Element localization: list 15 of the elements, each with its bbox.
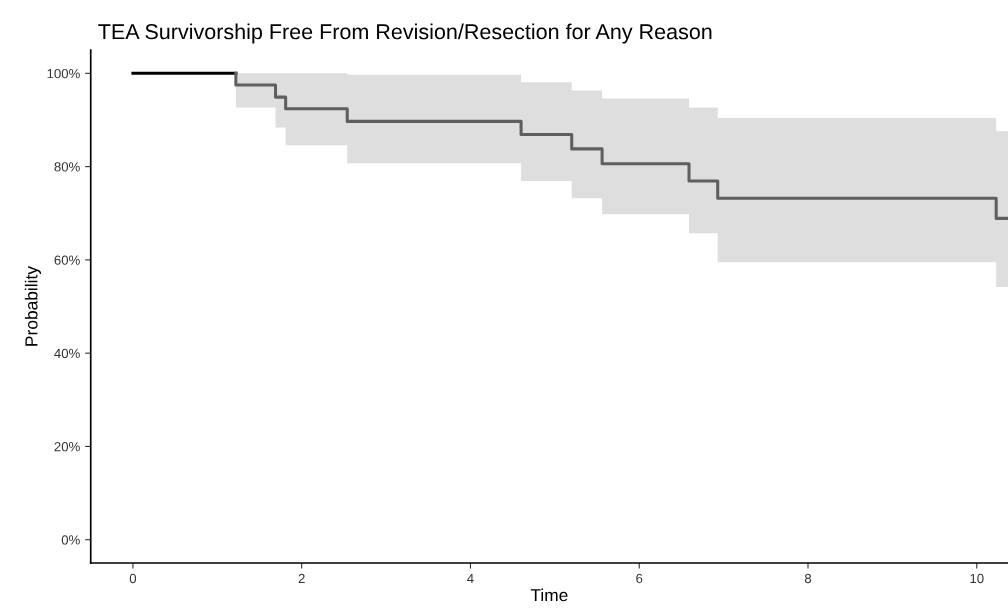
- y-tick-label: 20%: [54, 442, 80, 452]
- y-tick-label: 60%: [54, 255, 80, 265]
- x-axis-title: Time: [530, 588, 568, 602]
- x-tick-label: 8: [804, 573, 812, 584]
- x-tick-label: 4: [467, 573, 474, 584]
- x-tick-label: 6: [636, 573, 643, 584]
- x-tick-label: 0: [129, 573, 137, 584]
- x-tick-label: 10: [970, 573, 984, 584]
- y-tick-label: 0%: [61, 535, 80, 545]
- chart-title: TEA Survivorship Free From Revision/Resection for Any Reason: [98, 23, 712, 44]
- y-tick-label: 100%: [47, 68, 80, 79]
- y-tick-label: 80%: [54, 162, 80, 172]
- x-tick-label: 2: [298, 573, 305, 584]
- y-axis-title: Probability: [24, 266, 41, 346]
- y-tick-label: 40%: [54, 348, 80, 359]
